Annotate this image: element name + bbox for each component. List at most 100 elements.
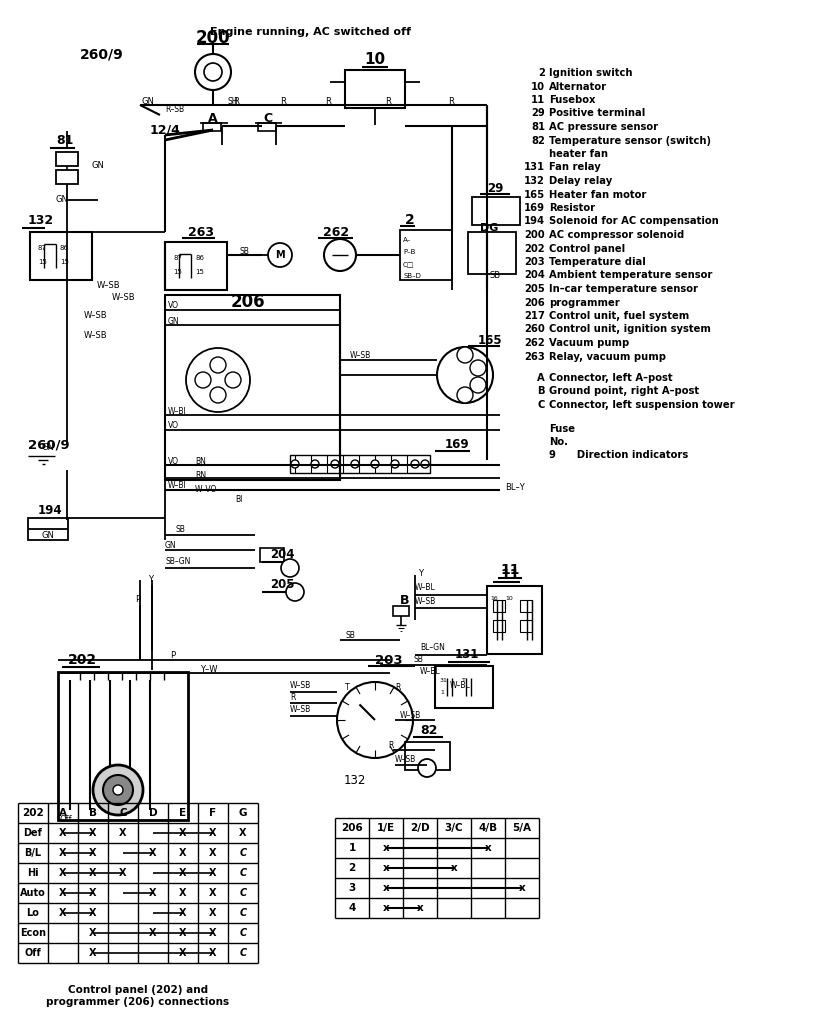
Text: 204: 204 — [524, 270, 545, 281]
Text: Vacuum pump: Vacuum pump — [549, 338, 629, 348]
Bar — [393, 606, 409, 616]
Text: X: X — [179, 828, 187, 838]
Text: 86: 86 — [60, 245, 69, 251]
Text: X: X — [179, 908, 187, 918]
Text: Engine running, AC switched off: Engine running, AC switched off — [209, 27, 411, 37]
Text: 202: 202 — [22, 808, 44, 818]
Text: Ignition switch: Ignition switch — [549, 68, 632, 78]
Circle shape — [470, 360, 486, 376]
Text: GN: GN — [142, 96, 155, 105]
Text: P: P — [170, 651, 175, 660]
Circle shape — [286, 583, 304, 601]
Circle shape — [311, 460, 319, 468]
Text: E: E — [179, 808, 187, 818]
Circle shape — [331, 460, 339, 468]
Text: Heater fan motor: Heater fan motor — [549, 189, 646, 200]
Text: A: A — [537, 373, 545, 383]
Bar — [58, 672, 188, 820]
Text: Off: Off — [60, 815, 73, 824]
Text: 262: 262 — [323, 225, 349, 239]
Text: X: X — [59, 868, 67, 878]
Bar — [345, 70, 405, 108]
Text: Ground point, right A–post: Ground point, right A–post — [549, 386, 699, 396]
Text: 206: 206 — [524, 298, 545, 307]
Text: In–car temperature sensor: In–car temperature sensor — [549, 284, 698, 294]
Text: W–SB: W–SB — [350, 351, 372, 360]
Text: SH: SH — [228, 96, 239, 105]
Circle shape — [225, 372, 241, 388]
Text: T: T — [345, 683, 350, 692]
Text: 262: 262 — [524, 338, 545, 348]
Text: 11: 11 — [531, 95, 545, 105]
Circle shape — [391, 460, 399, 468]
Bar — [487, 586, 542, 654]
Text: 206: 206 — [231, 293, 266, 311]
Circle shape — [418, 759, 436, 777]
Text: 82: 82 — [420, 724, 438, 736]
Text: F: F — [209, 808, 217, 818]
Text: Control panel: Control panel — [549, 244, 625, 254]
Text: W–SB: W–SB — [290, 706, 311, 715]
Text: Fusebox: Fusebox — [549, 95, 596, 105]
Text: M: M — [275, 250, 284, 260]
Circle shape — [421, 460, 429, 468]
Text: A: A — [59, 808, 67, 818]
Text: 202: 202 — [524, 244, 545, 254]
Bar — [30, 232, 92, 280]
Text: 132: 132 — [344, 773, 366, 786]
Text: BL–GN: BL–GN — [420, 643, 445, 652]
Text: Auto: Auto — [20, 888, 46, 898]
Circle shape — [371, 460, 379, 468]
Circle shape — [268, 243, 292, 267]
Text: SB: SB — [240, 247, 250, 256]
Bar — [405, 742, 450, 770]
Circle shape — [411, 460, 419, 468]
Text: 260/9: 260/9 — [80, 48, 124, 62]
Text: 87: 87 — [173, 255, 182, 261]
Text: 12/4: 12/4 — [150, 124, 181, 136]
Text: Y: Y — [418, 569, 423, 579]
Text: 10: 10 — [364, 52, 385, 68]
Text: 10: 10 — [531, 82, 545, 91]
Text: Temperature sensor (switch): Temperature sensor (switch) — [549, 135, 711, 145]
Text: R: R — [448, 96, 454, 105]
Text: x: x — [451, 863, 457, 873]
Text: 82: 82 — [531, 135, 545, 145]
Text: 165: 165 — [524, 189, 545, 200]
Text: 131: 131 — [524, 163, 545, 172]
Text: W–SB: W–SB — [290, 682, 311, 690]
Text: C: C — [240, 948, 247, 958]
Circle shape — [113, 785, 123, 795]
Text: RN: RN — [195, 470, 206, 479]
Text: W–BL: W–BL — [420, 668, 441, 677]
Text: R: R — [395, 683, 400, 692]
Text: C: C — [240, 868, 247, 878]
Text: 204: 204 — [270, 549, 294, 561]
Text: x: x — [382, 843, 390, 853]
Bar — [290, 455, 430, 473]
Text: A: A — [208, 112, 218, 125]
Text: C: C — [538, 400, 545, 410]
Text: X: X — [149, 888, 156, 898]
Bar — [472, 197, 520, 225]
Circle shape — [93, 765, 143, 815]
Text: SB: SB — [175, 525, 185, 535]
Text: X: X — [209, 888, 217, 898]
Text: R: R — [233, 96, 239, 105]
Text: 4/B: 4/B — [478, 823, 498, 833]
Text: GN: GN — [168, 316, 179, 326]
Text: No.: No. — [549, 437, 568, 447]
Text: W–SB: W–SB — [84, 310, 108, 319]
Text: GN: GN — [56, 196, 69, 205]
Text: X: X — [119, 828, 127, 838]
Bar — [165, 295, 340, 480]
Text: X: X — [59, 908, 67, 918]
Text: GN: GN — [42, 530, 55, 540]
Text: X: X — [240, 828, 247, 838]
Text: Off: Off — [24, 948, 42, 958]
Text: W–SB: W–SB — [112, 294, 135, 302]
Text: 15: 15 — [195, 269, 204, 275]
Text: W–BI: W–BI — [168, 481, 187, 490]
Text: Hi: Hi — [27, 868, 39, 878]
Text: P: P — [135, 596, 140, 604]
